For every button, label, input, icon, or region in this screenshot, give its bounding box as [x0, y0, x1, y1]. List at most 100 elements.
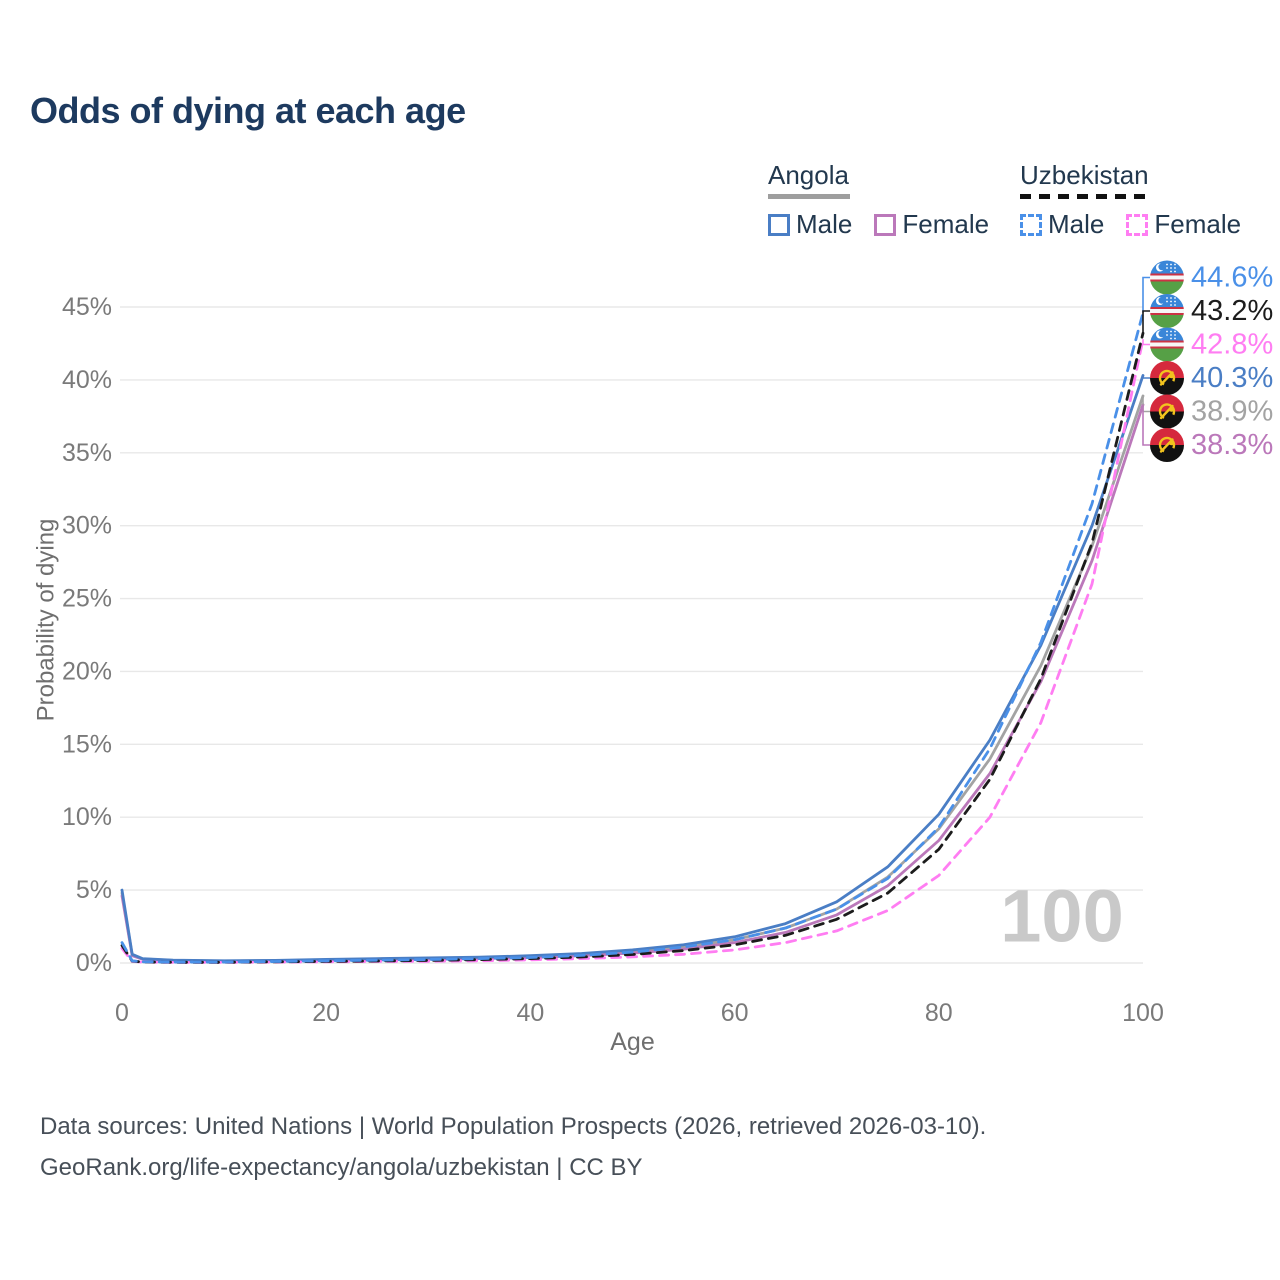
- uz-crescent-cut: [1158, 330, 1166, 338]
- ao-red-stripe: [1150, 394, 1184, 412]
- uz-green-stripe: [1150, 315, 1184, 328]
- uz-star: [1174, 330, 1176, 333]
- uz-star: [1174, 267, 1176, 269]
- flag-icon-uzbekistan: [1150, 260, 1184, 295]
- series-line-angola-female[interactable]: [120, 403, 1145, 963]
- legend-uzbekistan-items: Male Female: [1020, 209, 1255, 240]
- uz-star: [1174, 334, 1176, 336]
- uz-star: [1166, 334, 1168, 336]
- uz-star: [1166, 330, 1168, 333]
- uz-star: [1170, 337, 1172, 340]
- legend-group-angola-label: Angola: [768, 160, 849, 190]
- end-value-label-uzbekistan-female[interactable]: 42.8%: [1191, 329, 1273, 361]
- ao-red-stripe: [1150, 361, 1184, 378]
- x-tick-label: 20: [312, 999, 340, 1027]
- series-line-angola-male[interactable]: [120, 374, 1145, 963]
- uz-green-stripe: [1150, 348, 1184, 362]
- flag-icon-angola: [1150, 394, 1184, 429]
- uz-star: [1170, 300, 1172, 303]
- y-tick-label: 45%: [62, 293, 112, 321]
- angola-flag-stripes: [1150, 361, 1184, 395]
- uz-green-stripe: [1150, 281, 1184, 295]
- legend-item-uzbekistan-male[interactable]: Male: [1020, 209, 1104, 240]
- uz-red-stripe: [1150, 313, 1184, 315]
- angola-female-swatch[interactable]: [874, 213, 897, 236]
- leader-line-angola-male: [1142, 375, 1150, 379]
- uzbekistan-flag-stripes: [1150, 294, 1184, 328]
- ao-black-stripe: [1150, 411, 1184, 429]
- series-line-uzbekistan-male[interactable]: [120, 311, 1145, 964]
- ao-gear-emblem: [1158, 369, 1176, 387]
- uz-red-stripe: [1150, 346, 1184, 349]
- legend-item-angola-male[interactable]: Male: [768, 209, 852, 240]
- uz-red-stripe: [1150, 279, 1184, 282]
- series-line-uzbekistan-female[interactable]: [120, 337, 1145, 964]
- ao-black-stripe: [1150, 378, 1184, 395]
- legend: Angola Male Female Uzbekistan Male: [0, 160, 1280, 250]
- angola-female-label: Female: [902, 209, 990, 239]
- y-tick-label: 0%: [76, 949, 112, 977]
- uz-blue-stripe: [1150, 294, 1184, 307]
- series-line-uzbekistan-both[interactable]: [120, 331, 1145, 964]
- ao-black-stripe: [1150, 445, 1184, 462]
- uz-star: [1174, 300, 1176, 303]
- footer: Data sources: United Nations | World Pop…: [40, 1106, 986, 1188]
- legend-item-uzbekistan-female[interactable]: Female: [1126, 209, 1241, 240]
- leader-line-uzbekistan-female: [1142, 339, 1150, 346]
- uz-crescent-cut: [1158, 263, 1166, 271]
- uz-white-stripe: [1150, 309, 1184, 313]
- end-value-label-angola-female[interactable]: 38.3%: [1191, 429, 1273, 461]
- uzbekistan-male-label: Male: [1048, 209, 1105, 239]
- ao-red-stripe: [1150, 428, 1184, 445]
- angola-flag-stripes: [1150, 428, 1184, 462]
- ao-gear-emblem: [1158, 436, 1176, 454]
- uz-red-stripe: [1150, 273, 1184, 276]
- end-value-label-uzbekistan-male[interactable]: 44.6%: [1191, 262, 1273, 294]
- uz-red-stripe: [1150, 340, 1184, 343]
- angola-male-label: Male: [796, 209, 853, 239]
- uz-star: [1170, 334, 1172, 336]
- y-tick-label: 30%: [62, 512, 112, 540]
- leader-line-uzbekistan-male: [1142, 276, 1150, 313]
- uz-star: [1170, 304, 1172, 306]
- end-value-label-angola-male[interactable]: 40.3%: [1191, 362, 1273, 394]
- angola-male-swatch[interactable]: [768, 213, 790, 236]
- end-value-label-uzbekistan-both[interactable]: 43.2%: [1191, 295, 1273, 327]
- uz-star: [1166, 300, 1168, 303]
- ao-machete: [1159, 438, 1174, 453]
- end-value-label-angola-both[interactable]: 38.9%: [1191, 396, 1273, 428]
- uzbekistan-female-swatch[interactable]: [1126, 213, 1149, 236]
- flag-icon-uzbekistan: [1150, 327, 1184, 362]
- uzbekistan-male-swatch[interactable]: [1020, 213, 1042, 236]
- uz-blue-stripe: [1150, 327, 1184, 341]
- legend-angola-line-sample: [768, 194, 850, 199]
- legend-uzbekistan-line-sample: [1020, 194, 1148, 199]
- x-tick-label: 60: [721, 999, 749, 1027]
- ao-gear-emblem: [1158, 403, 1176, 420]
- y-tick-label: 10%: [62, 803, 112, 831]
- ao-machete: [1159, 404, 1174, 420]
- uzbekistan-female-label: Female: [1154, 209, 1242, 239]
- uz-white-stripe: [1150, 275, 1184, 280]
- uz-star: [1174, 270, 1176, 273]
- leader-line-uzbekistan-both: [1142, 310, 1150, 334]
- y-tick-label: 5%: [76, 876, 112, 904]
- uz-star: [1174, 304, 1176, 306]
- uzbekistan-flag-stripes: [1150, 260, 1184, 295]
- uz-star: [1166, 297, 1168, 299]
- uzbekistan-flag-stripes: [1150, 327, 1184, 362]
- y-tick-label: 15%: [62, 730, 112, 758]
- series-line-angola-both[interactable]: [120, 394, 1145, 963]
- age-watermark: 100: [1000, 875, 1123, 958]
- uz-star: [1170, 330, 1172, 333]
- legend-item-angola-female[interactable]: Female: [874, 209, 989, 240]
- x-tick-label: 100: [1122, 999, 1164, 1027]
- uz-star: [1170, 267, 1172, 269]
- uz-star: [1174, 263, 1176, 266]
- flag-icon-uzbekistan: [1150, 294, 1184, 328]
- uz-star: [1166, 263, 1168, 266]
- footer-url-line: GeoRank.org/life-expectancy/angola/uzbek…: [40, 1154, 643, 1181]
- y-axis-title: Probability of dying: [33, 519, 60, 722]
- uz-star: [1166, 267, 1168, 269]
